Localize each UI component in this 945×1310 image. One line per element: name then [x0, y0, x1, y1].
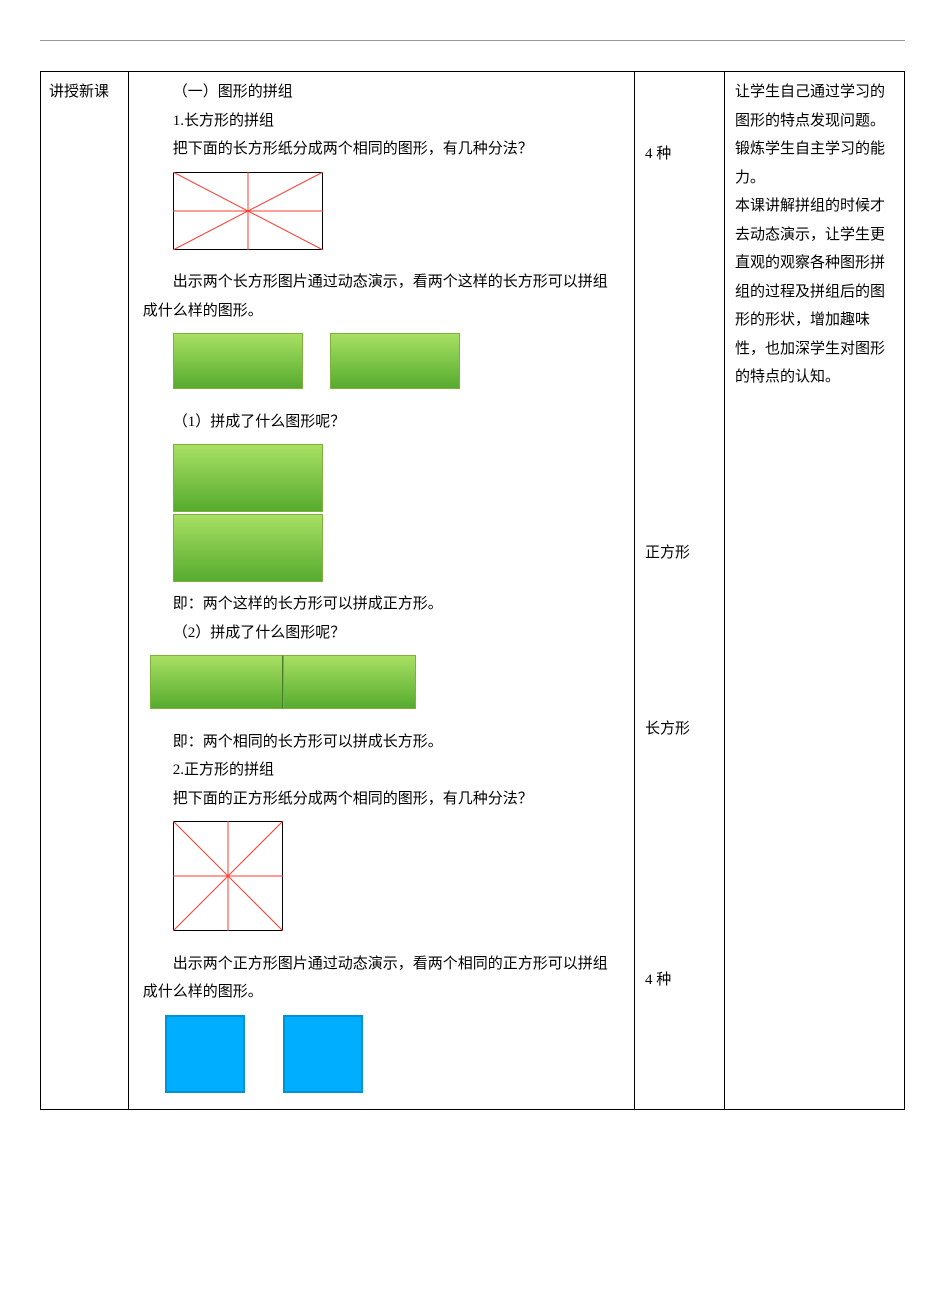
section-1-question: 把下面的长方形纸分成两个相同的图形，有几种分法？ — [143, 135, 620, 164]
stage-title: 讲授新课 — [49, 84, 109, 100]
green-rect-left — [173, 333, 303, 389]
a2: 即：两个相同的长方形可以拼成长方形。 — [143, 728, 620, 757]
cell-stage: 讲授新课 — [41, 72, 129, 1110]
fig-long-rect — [150, 655, 620, 720]
lesson-table: 讲授新课 （一）图形的拼组 1.长方形的拼组 把下面的长方形纸分成两个相同的图形… — [40, 71, 905, 1110]
answer-1: 4 种 — [645, 140, 714, 169]
stack-top — [173, 444, 323, 512]
answer-2: 正方形 — [645, 539, 714, 568]
answer-3: 长方形 — [645, 715, 714, 744]
cell-answers: 4 种 正方形 长方形 4 种 — [635, 72, 725, 1110]
square-division-diagram — [173, 821, 283, 931]
section-2-title: 2.正方形的拼组 — [143, 756, 620, 785]
cell-notes: 让学生自己通过学习的图形的特点发现问题。锻炼学生自主学习的能力。 本课讲解拼组的… — [725, 72, 905, 1110]
note-paragraph-1: 让学生自己通过学习的图形的特点发现问题。锻炼学生自主学习的能力。 — [735, 78, 894, 192]
q1: （1）拼成了什么图形呢？ — [143, 408, 620, 437]
document-page: 讲授新课 （一）图形的拼组 1.长方形的拼组 把下面的长方形纸分成两个相同的图形… — [40, 40, 905, 1110]
note-paragraph-2: 本课讲解拼组的时候才去动态演示，让学生更直观的观察各种图形拼组的过程及拼组后的图… — [735, 192, 894, 392]
blue-sq-right — [283, 1015, 363, 1093]
fig-square-divisions — [173, 821, 620, 942]
section-1-title: 1.长方形的拼组 — [143, 107, 620, 136]
stack-bottom — [173, 514, 323, 582]
fig-rect-divisions — [173, 172, 620, 261]
fig-two-green-rects — [173, 333, 620, 400]
section-2-question: 把下面的正方形纸分成两个相同的图形，有几种分法？ — [143, 785, 620, 814]
fig-stacked-to-square — [173, 444, 620, 582]
cell-content: （一）图形的拼组 1.长方形的拼组 把下面的长方形纸分成两个相同的图形，有几种分… — [128, 72, 634, 1110]
answer-4: 4 种 — [645, 966, 714, 995]
section-2-demo: 出示两个正方形图片通过动态演示，看两个相同的正方形可以拼组成什么样的图形。 — [143, 950, 620, 1007]
long-right — [283, 655, 416, 709]
section-1-demo: 出示两个长方形图片通过动态演示，看两个这样的长方形可以拼组成什么样的图形。 — [143, 268, 620, 325]
green-rect-right — [330, 333, 460, 389]
q2: （2）拼成了什么图形呢？ — [143, 619, 620, 648]
blue-sq-left — [165, 1015, 245, 1093]
rect-division-diagram — [173, 172, 323, 250]
a1: 即：两个这样的长方形可以拼成正方形。 — [143, 590, 620, 619]
fig-two-blue-squares — [165, 1015, 620, 1104]
long-left — [150, 655, 283, 709]
heading-1: （一）图形的拼组 — [143, 78, 620, 107]
